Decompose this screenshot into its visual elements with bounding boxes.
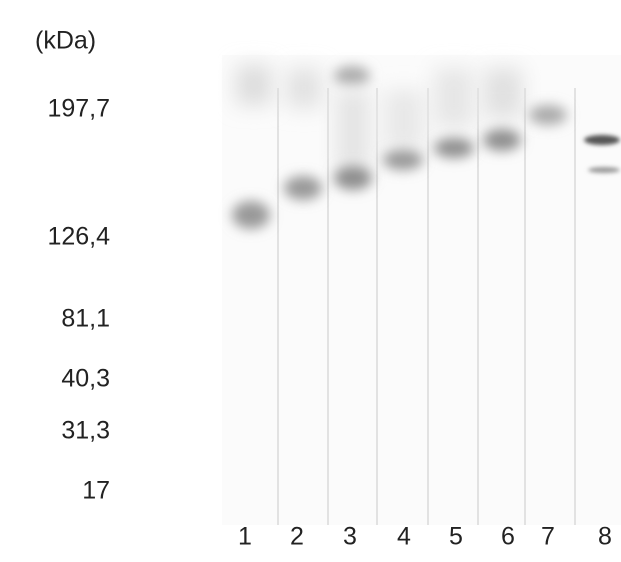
band (584, 135, 620, 145)
page: (kDa) 197,7126,481,140,331,317 12345678 … (0, 0, 621, 557)
marker-label: 126,4 (47, 223, 110, 251)
marker-label: 31,3 (61, 417, 110, 445)
lane-label: 1 (238, 523, 252, 551)
smear (484, 68, 522, 118)
blot-figure: (kDa) 197,7 126,4 81,1 40,3 31,3 17 1 2 3 4 5 67 8 (0, 0, 621, 557)
lane-label: 3 (343, 523, 357, 551)
band (434, 138, 474, 158)
band (483, 129, 521, 151)
gel (222, 55, 621, 525)
marker-label: 17 (82, 477, 110, 505)
unit-label: (kDa) (35, 27, 96, 55)
band (232, 201, 270, 229)
lane-label: 7 (541, 523, 555, 551)
lane-label: 6 (501, 523, 515, 551)
lane-label: 2 (290, 523, 304, 551)
marker-label: 40,3 (61, 365, 110, 393)
smear (236, 65, 272, 105)
band (383, 150, 423, 170)
band (284, 176, 322, 200)
band (529, 105, 567, 125)
lane-label: 4 (397, 523, 411, 551)
band (334, 166, 372, 190)
smear (434, 68, 474, 128)
band (588, 167, 620, 173)
marker-label: 81,1 (61, 305, 110, 333)
smear (384, 90, 424, 150)
lane-label: 5 (449, 523, 463, 551)
smear (286, 68, 322, 108)
lane-label: 8 (598, 523, 612, 551)
marker-label: 197,7 (47, 95, 110, 123)
marker-labels: 197,7 126,4 81,1 40,3 31,3 17 (47, 95, 110, 505)
smear (336, 90, 370, 170)
band (334, 66, 370, 86)
